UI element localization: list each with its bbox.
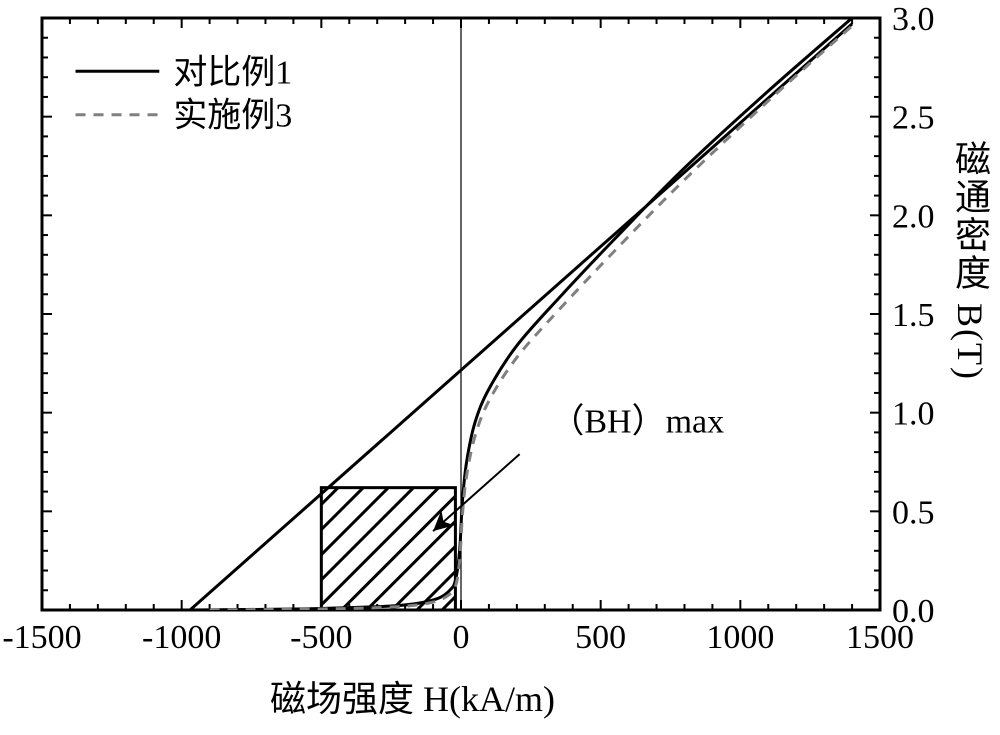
bh-hysteresis-chart: -1500-1000-5000500100015000.00.51.01.52.…: [0, 0, 1000, 735]
y-tick-label: 3.0: [892, 1, 935, 38]
x-tick-label: -1000: [142, 619, 221, 656]
x-axis-label: 磁场强度 H(kA/m): [270, 670, 555, 722]
legend-label: 对比例1: [173, 53, 292, 91]
y-axis-label: 磁通密度 B(T): [944, 140, 996, 381]
x-tick-label: 1000: [706, 619, 774, 656]
y-tick-label: 2.0: [892, 198, 935, 235]
y-tick-label: 2.5: [892, 100, 935, 137]
y-tick-label: 0.5: [892, 494, 935, 531]
legend-label: 实施例3: [173, 97, 292, 135]
y-tick-label: 0.0: [892, 593, 935, 630]
x-tick-label: 0: [453, 619, 470, 656]
x-tick-label: -1500: [2, 619, 81, 656]
x-tick-label: -500: [290, 619, 352, 656]
y-tick-label: 1.0: [892, 396, 935, 433]
y-tick-label: 1.5: [892, 297, 935, 334]
bh-max-label: （BH）max: [550, 402, 724, 440]
x-tick-label: 500: [575, 619, 626, 656]
